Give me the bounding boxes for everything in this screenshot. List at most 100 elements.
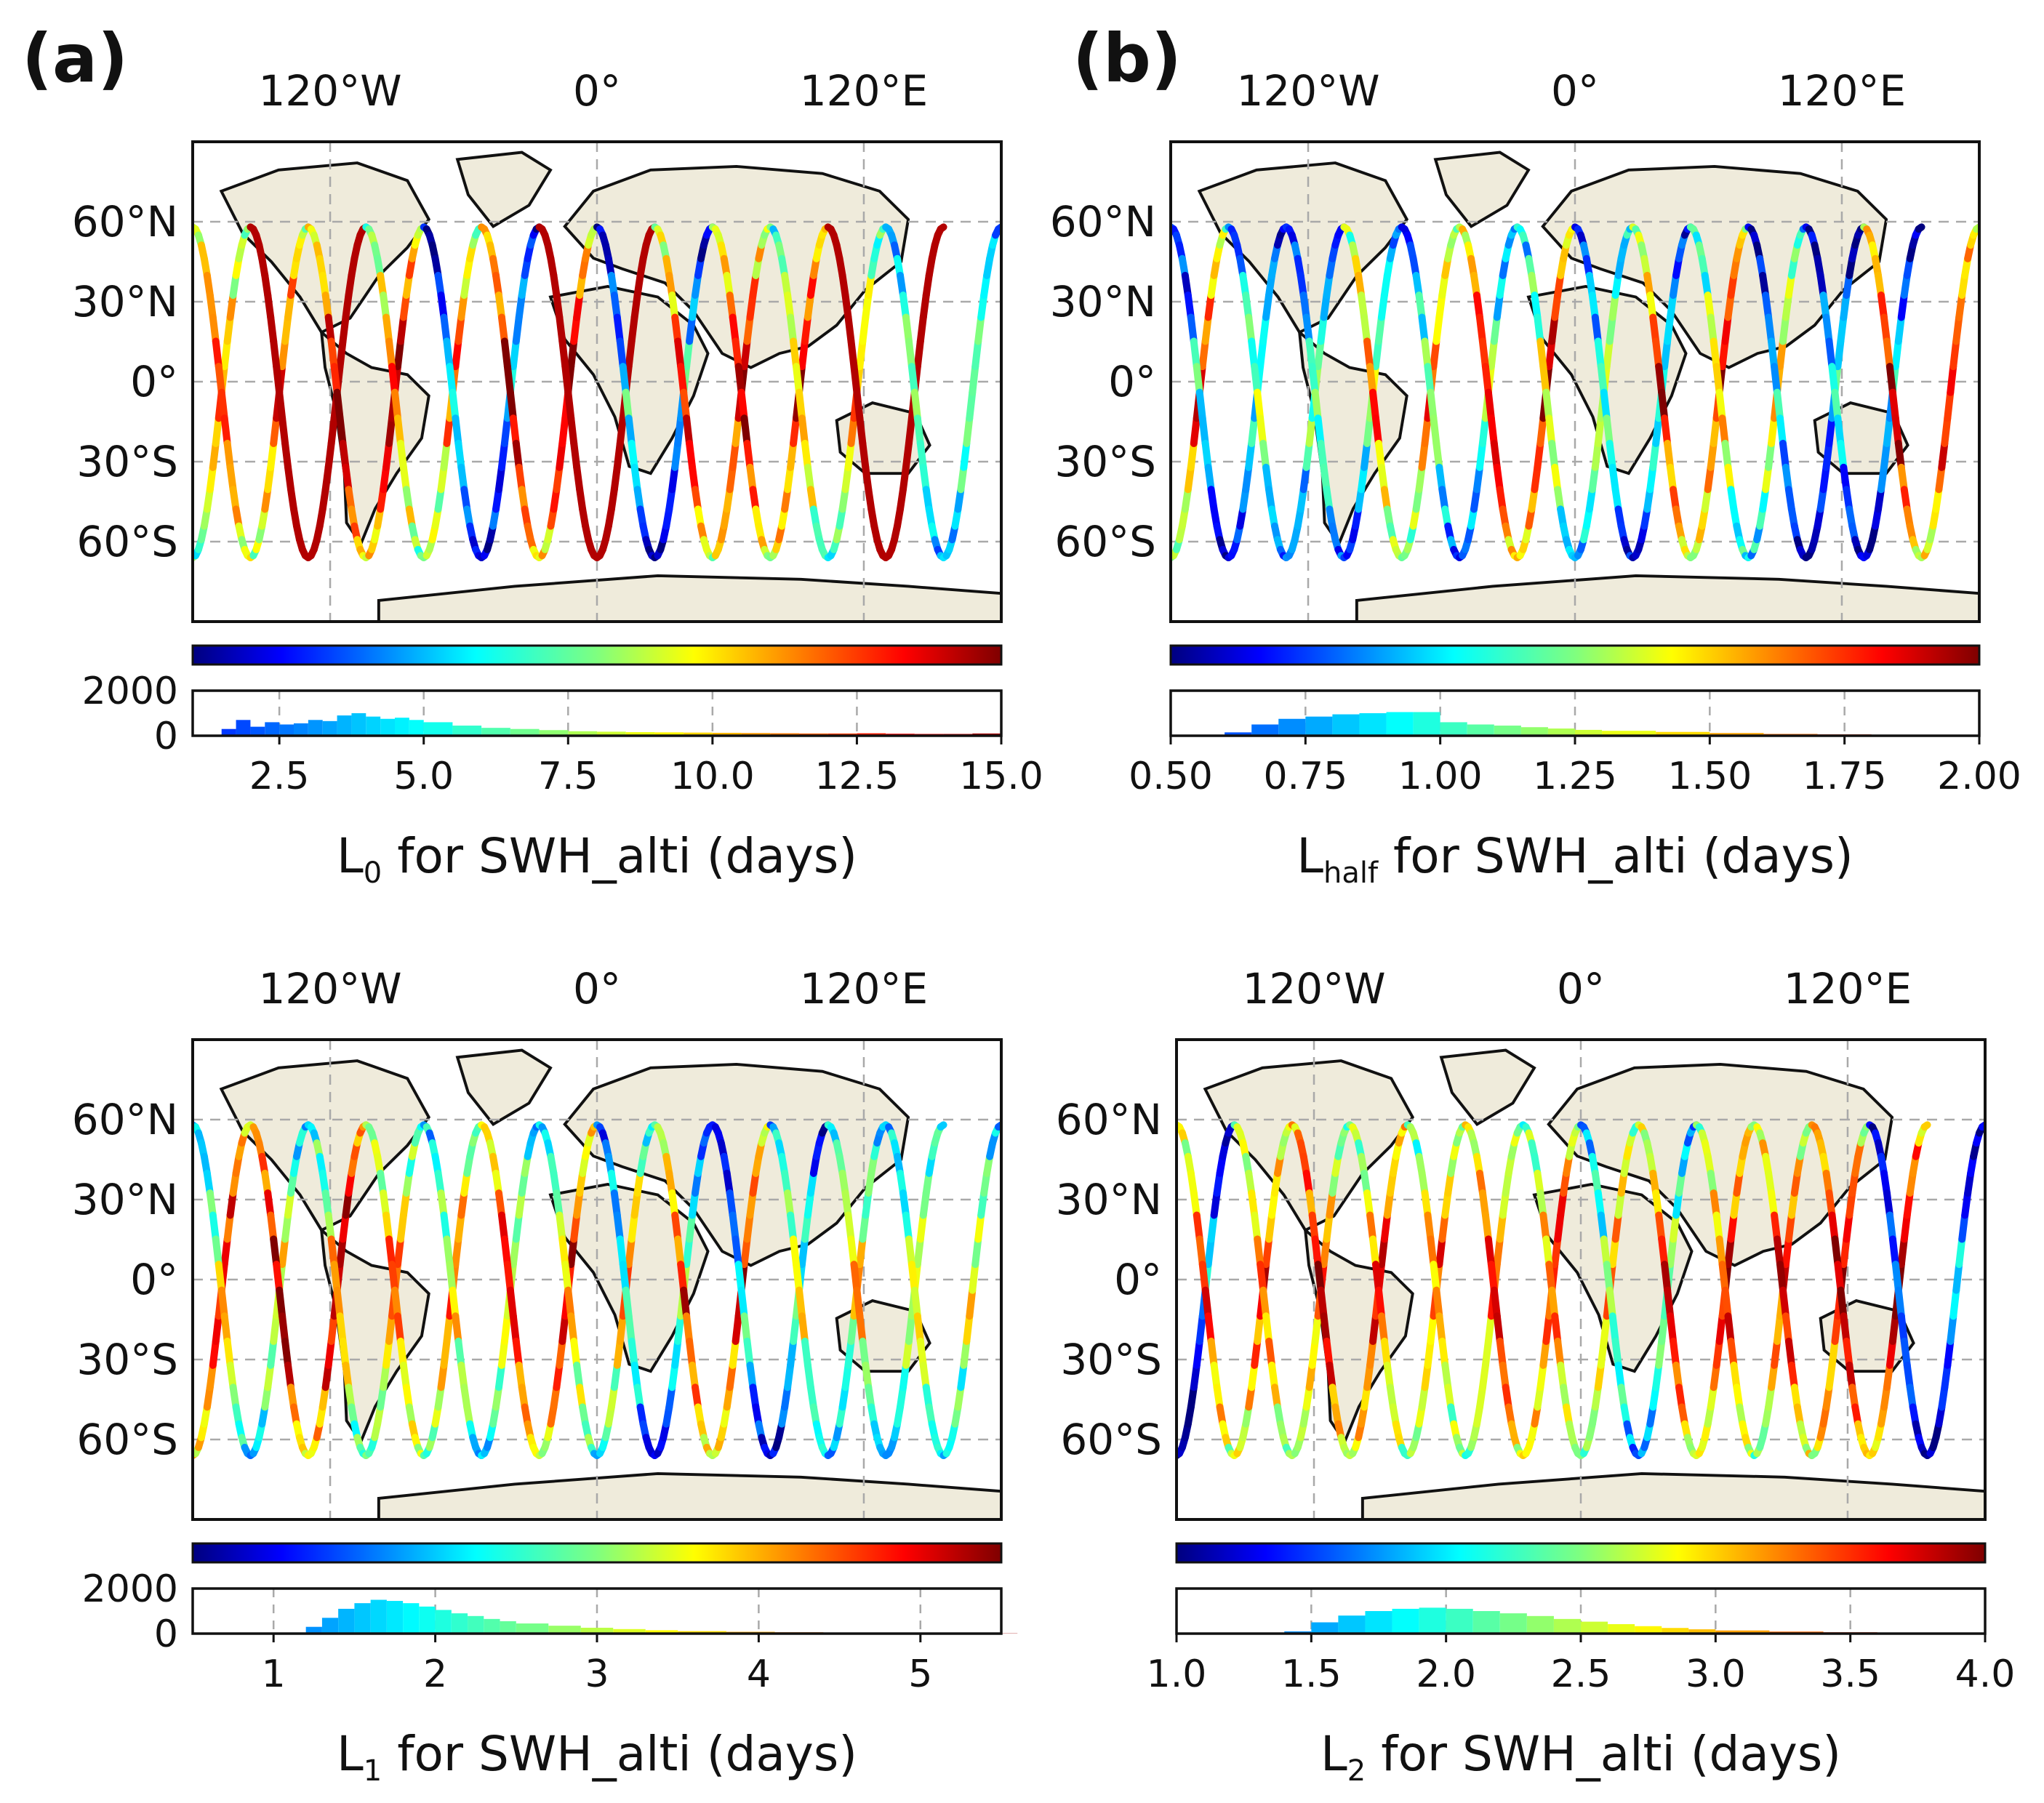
track-segment [175, 1387, 178, 1407]
track-segment [181, 1424, 184, 1438]
track-segment [686, 1211, 697, 1243]
track-segment [178, 1407, 181, 1423]
track-segment [683, 414, 694, 447]
track-segment [977, 292, 988, 321]
track-segment [899, 292, 910, 321]
track-segment [264, 1361, 275, 1392]
track-segment [1779, 313, 1789, 345]
track-segment [556, 1337, 566, 1369]
track-segment [1472, 463, 1483, 494]
track-segment [553, 292, 564, 321]
track-segment [683, 337, 694, 371]
track-segment [1481, 1211, 1492, 1243]
track-segment [1204, 292, 1215, 321]
histogram-bar [1332, 714, 1360, 736]
hist-ytick-label: 0 [154, 715, 178, 758]
track-segment [746, 292, 757, 321]
track-segment [610, 292, 621, 321]
track-segment [668, 1361, 679, 1392]
histogram-bar [1710, 733, 1764, 736]
track-segment [1545, 414, 1556, 447]
track-segment [1600, 1235, 1611, 1269]
x-tick-label: 1 [262, 1653, 286, 1696]
track-segment [1259, 313, 1270, 345]
track-segment [440, 439, 451, 471]
track-segment [273, 363, 284, 396]
track-segment [1837, 313, 1848, 345]
track-segment [913, 337, 924, 371]
track-segment [1646, 292, 1657, 321]
track-segment [616, 337, 627, 371]
track-segment [1377, 1312, 1388, 1345]
track-segment [1305, 337, 1316, 371]
track-segment [686, 1337, 697, 1369]
track-segment [1831, 388, 1842, 422]
x-axis-label: Lhalf for SWH_alti (days) [1296, 828, 1853, 890]
track-segment [1311, 1312, 1322, 1345]
track-segment [1320, 1312, 1331, 1345]
track-segment [1938, 439, 1949, 471]
track-segment [1597, 1211, 1608, 1243]
track-segment [1424, 1337, 1435, 1369]
track-segment [396, 1211, 407, 1243]
track-segment [457, 1189, 468, 1219]
track-segment [1190, 414, 1201, 447]
track-segment [1776, 337, 1787, 371]
track-segment [795, 1286, 806, 1320]
track-segment [1435, 463, 1446, 494]
histogram-bar [516, 1623, 549, 1634]
track-segment [1168, 1437, 1171, 1447]
track-segment [509, 1312, 520, 1345]
histogram-bar [1608, 1623, 1635, 1634]
track-segment [784, 463, 795, 494]
track-segment [1536, 414, 1547, 447]
track-segment [267, 1337, 278, 1369]
track-segment [336, 414, 347, 447]
track-segment [1326, 1361, 1336, 1392]
track-segment [324, 313, 335, 345]
track-segment [212, 414, 223, 447]
track-segment [327, 1235, 338, 1269]
track-segment [613, 313, 624, 345]
track-segment [907, 363, 918, 396]
track-segment [509, 337, 520, 371]
track-segment [1366, 363, 1376, 396]
track-segment [859, 439, 870, 471]
track-segment [209, 439, 220, 471]
track-segment [610, 1189, 621, 1219]
track-segment [729, 439, 740, 471]
track-segment [850, 363, 861, 396]
track-segment [787, 1337, 798, 1369]
track-segment [622, 388, 633, 422]
histogram-bar [1359, 713, 1387, 736]
track-segment [1245, 439, 1256, 471]
track-segment [399, 1361, 410, 1392]
track-segment [1438, 1211, 1449, 1243]
x-tick-label: 2.00 [1937, 755, 2021, 798]
track-segment [1897, 463, 1908, 494]
track-segment [1707, 313, 1718, 345]
histogram-bar [321, 1618, 339, 1634]
track-segment [790, 1312, 801, 1345]
track-segment [1490, 313, 1501, 345]
track-segment [184, 1437, 187, 1447]
track-segment [1536, 337, 1547, 371]
track-segment [729, 1337, 740, 1369]
track-segment [1314, 337, 1325, 371]
track-segment [686, 313, 697, 345]
track-segment [567, 337, 578, 371]
longitude-label: 120°W [259, 964, 402, 1013]
track-segment [452, 1312, 462, 1345]
track-segment [1360, 439, 1371, 471]
histogram-bar [580, 1627, 614, 1634]
longitude-label: 120°W [259, 66, 402, 116]
track-segment [1843, 1337, 1853, 1369]
histogram-bar [1446, 1608, 1473, 1634]
track-segment [1358, 463, 1368, 494]
track-segment [1551, 292, 1562, 321]
track-segment [971, 1235, 982, 1269]
track-segment [515, 1189, 526, 1219]
track-segment [1162, 539, 1165, 550]
track-segment [497, 313, 508, 345]
histogram-bar [1688, 1629, 1716, 1634]
